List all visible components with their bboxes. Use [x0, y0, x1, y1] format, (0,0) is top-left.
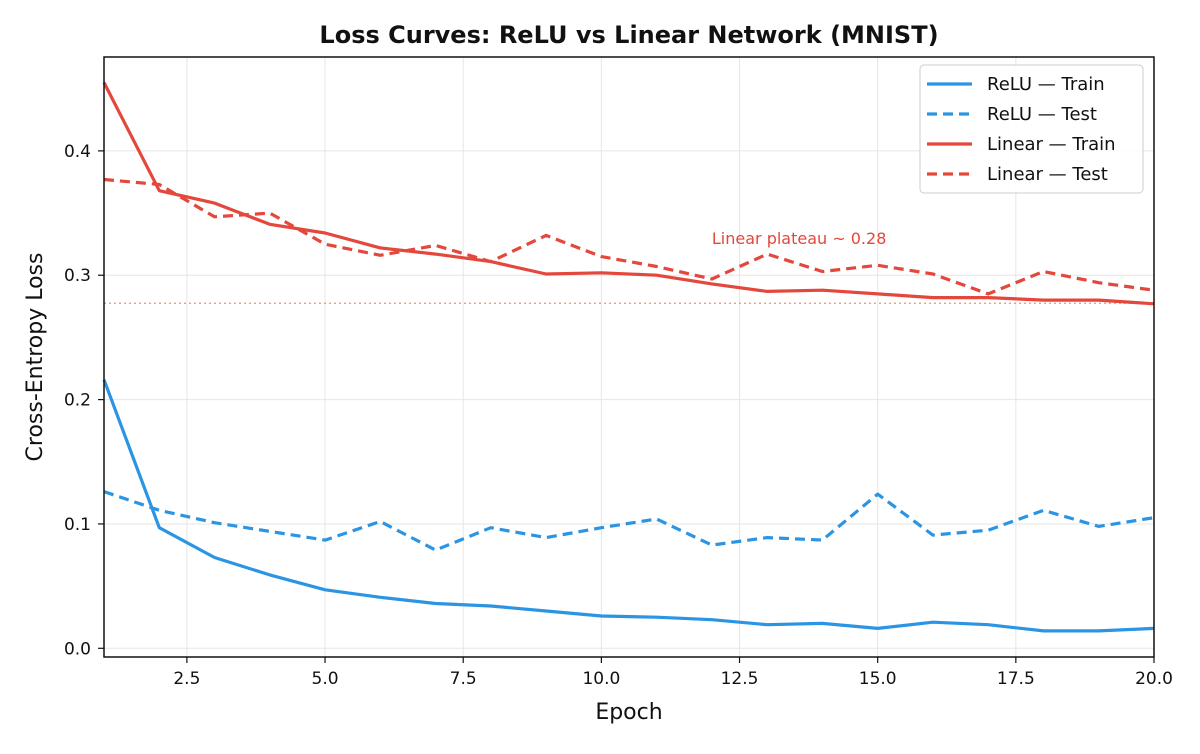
legend-label-2: Linear — Train: [987, 134, 1116, 155]
legend-label-0: ReLU — Train: [987, 74, 1105, 95]
y-tick-label: 0.1: [64, 515, 91, 535]
x-tick-label: 5.0: [312, 669, 339, 689]
x-tick-label: 12.5: [721, 669, 759, 689]
tick-layer: 2.5 5.0 7.5 10.0 12.5 15.0 17.5 20.0 0.0 0.1 0.2 0.…: [64, 142, 1173, 689]
series-line-0: [102, 379, 1155, 633]
y-tick-label: 0.4: [64, 142, 91, 162]
x-tick-label: 20.0: [1135, 669, 1173, 689]
y-axis-label: Cross-Entropy Loss: [23, 253, 48, 462]
legend: ReLU — Train ReLU — Test Linear — Train Lin…: [919, 64, 1144, 194]
x-tick-label: 15.0: [859, 669, 897, 689]
x-axis-label: Epoch: [595, 700, 662, 725]
x-tick-label: 10.0: [582, 669, 620, 689]
legend-label-1: ReLU — Test: [987, 104, 1097, 125]
x-tick-label: 7.5: [450, 669, 477, 689]
series-layer: [102, 81, 1155, 633]
plot-frame: [103, 56, 1155, 658]
series-line-1: [103, 490, 1155, 552]
legend-label-3: Linear — Test: [987, 164, 1108, 185]
series-line-2: [102, 81, 1155, 306]
plateau-annotation: Linear plateau ~ 0.28: [712, 229, 886, 248]
y-tick-label: 0.2: [64, 391, 91, 411]
chart-title: Loss Curves: ReLU vs Linear Network (MNI…: [319, 21, 938, 49]
x-tick-label: 17.5: [997, 669, 1035, 689]
y-tick-label: 0.0: [64, 639, 91, 659]
series-line-3: [103, 177, 1155, 296]
y-tick-label: 0.3: [64, 266, 91, 286]
x-tick-label: 2.5: [173, 669, 200, 689]
legend-box: [919, 64, 1144, 194]
